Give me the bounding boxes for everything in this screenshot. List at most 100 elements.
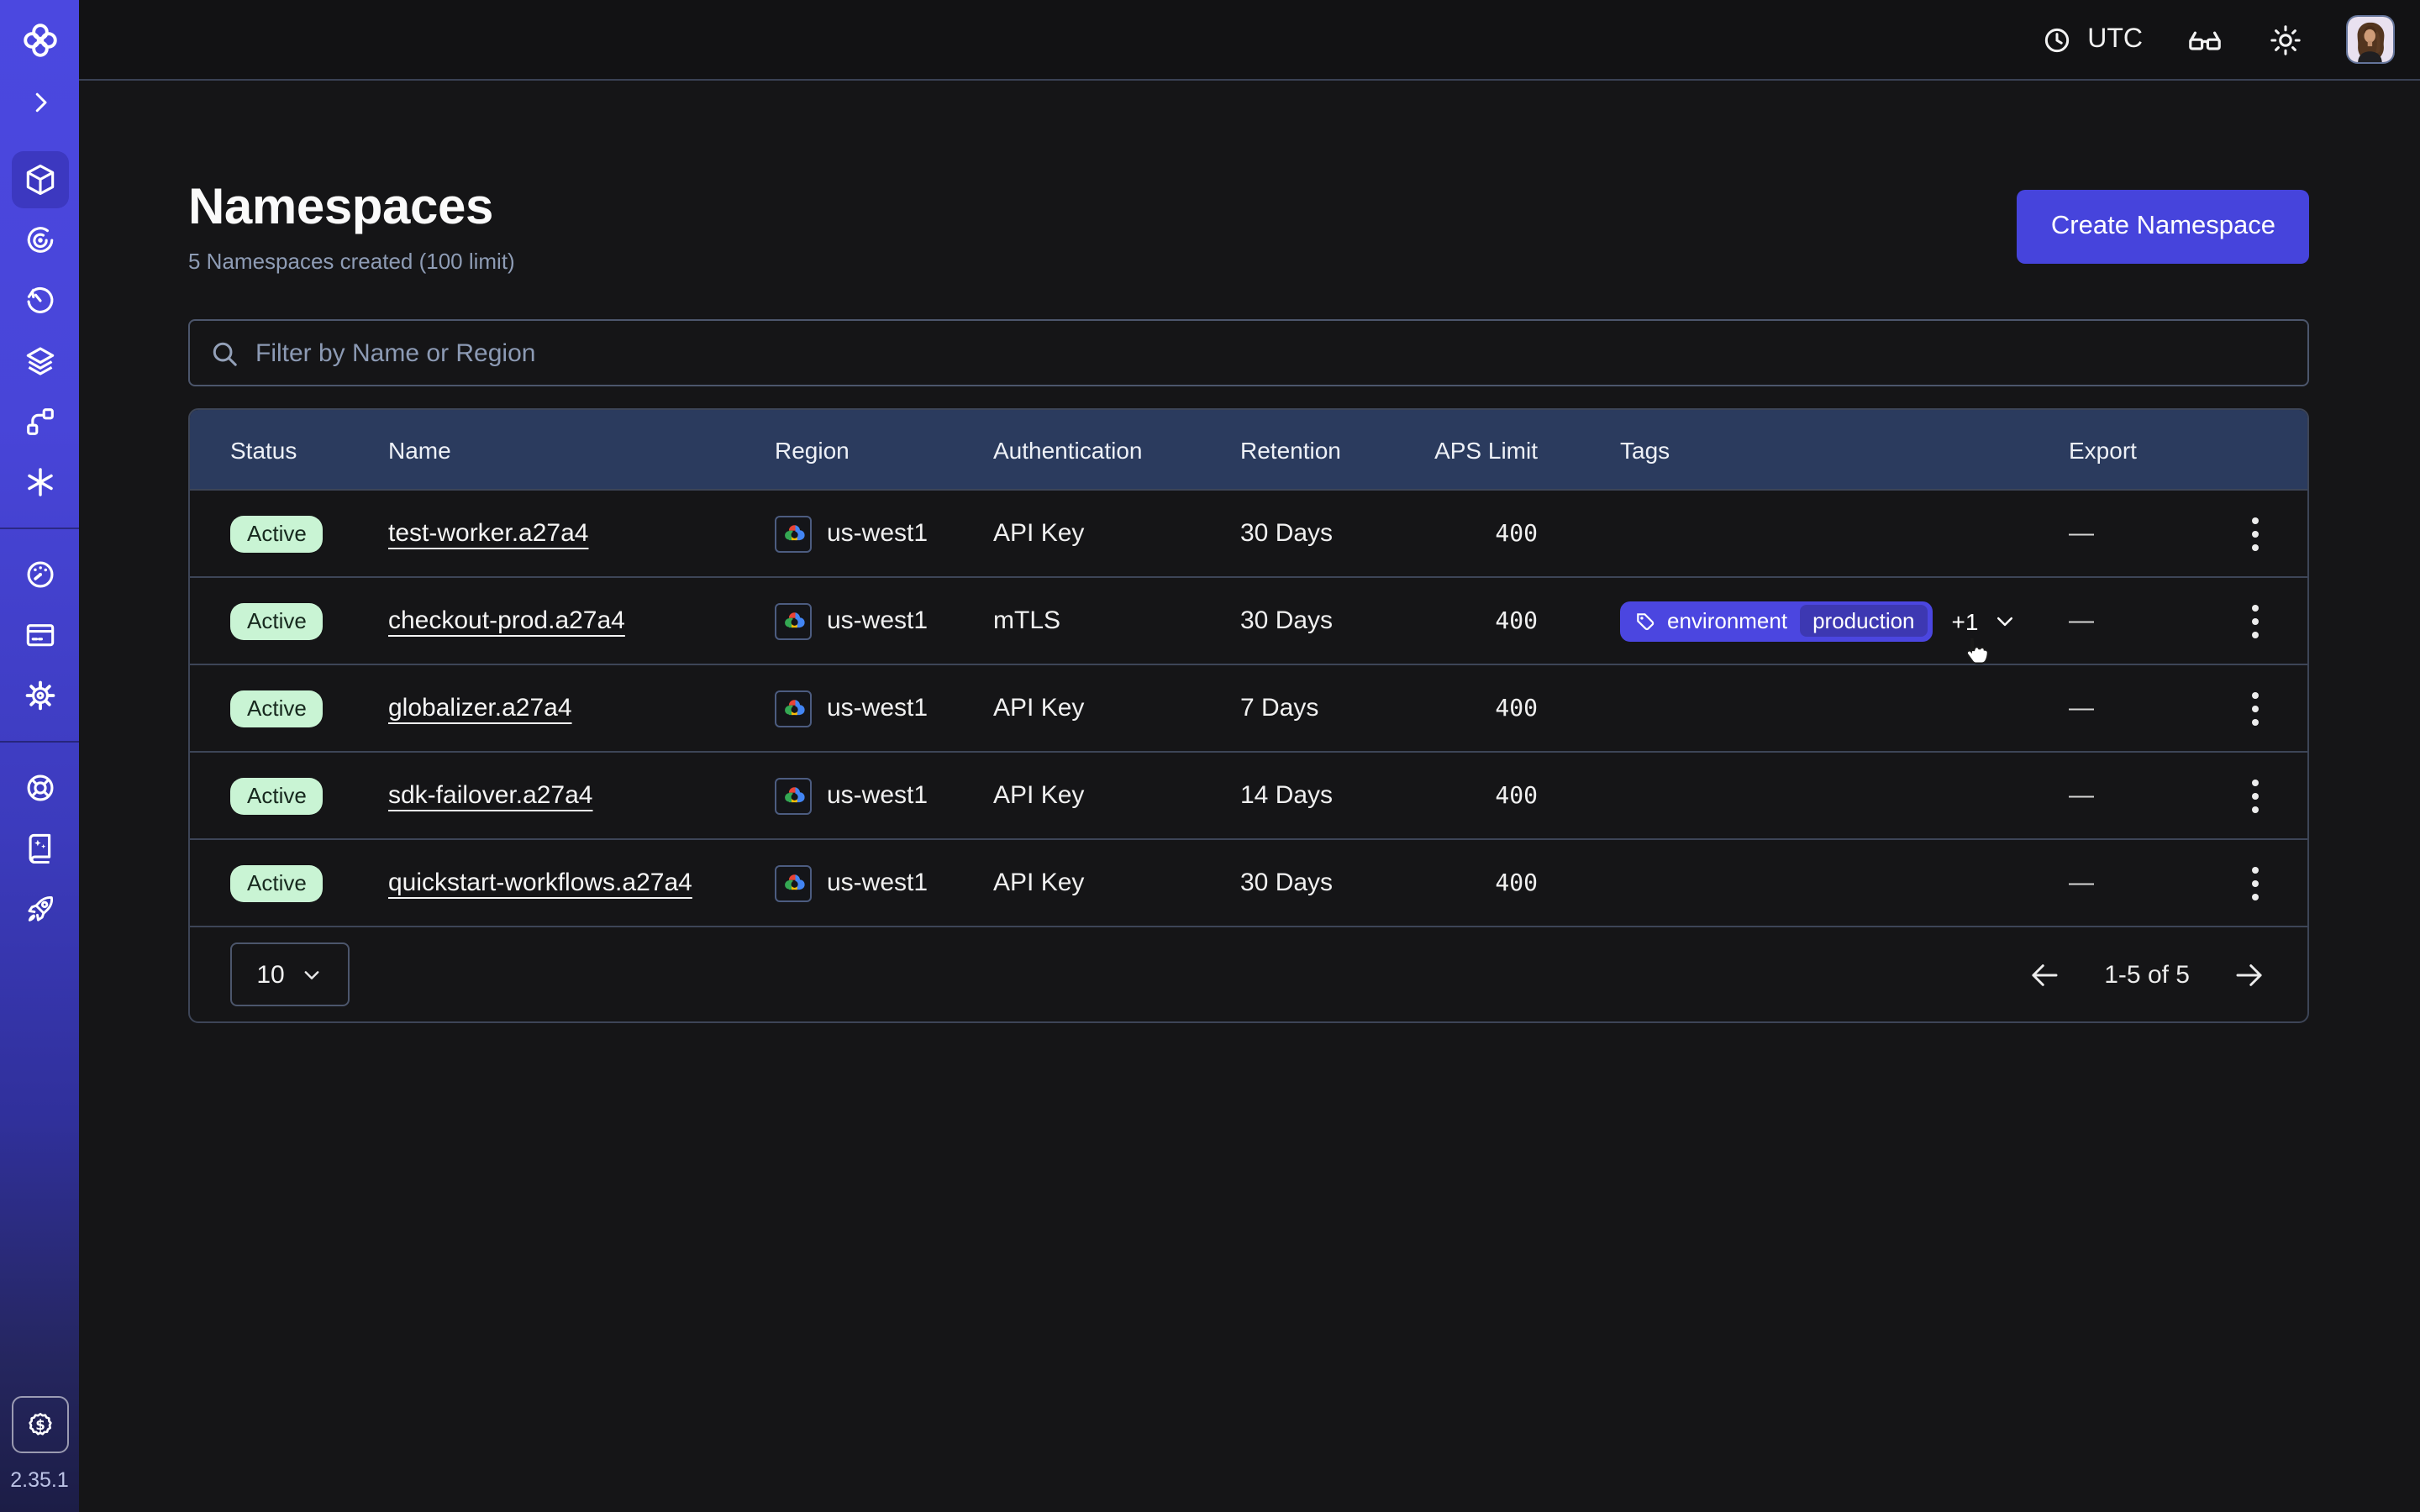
aps-limit-cell: 400 bbox=[1495, 869, 1538, 896]
row-menu-button[interactable] bbox=[2245, 597, 2265, 644]
sidebar-item-settings[interactable] bbox=[11, 667, 68, 724]
sidebar-item-namespaces[interactable] bbox=[11, 151, 68, 208]
tag-value: production bbox=[1799, 605, 1928, 637]
search-icon bbox=[213, 341, 237, 365]
col-header-authentication: Authentication bbox=[993, 436, 1143, 463]
gauge-icon bbox=[26, 561, 53, 588]
namespace-link[interactable]: test-worker.a27a4 bbox=[388, 519, 589, 548]
main-content: Namespaces 5 Namespaces created (100 lim… bbox=[79, 81, 2420, 1512]
sidebar: $ 2.35.1 bbox=[0, 0, 79, 1512]
status-badge: Active bbox=[230, 515, 324, 552]
table-footer: 10 1-5 of 5 bbox=[190, 926, 2307, 1021]
temporal-logo-icon[interactable] bbox=[11, 13, 68, 67]
plan-billing-button[interactable]: $ bbox=[11, 1396, 68, 1453]
aps-limit-cell: 400 bbox=[1495, 607, 1538, 634]
tags-expand-button[interactable] bbox=[1993, 609, 2017, 633]
sidebar-divider bbox=[0, 741, 79, 743]
retention-cell: 30 Days bbox=[1240, 606, 1334, 635]
billing-card-icon bbox=[25, 624, 54, 647]
export-cell: — bbox=[2069, 606, 2094, 635]
sidebar-item-usage[interactable] bbox=[11, 546, 68, 603]
aps-limit-cell: 400 bbox=[1495, 782, 1538, 809]
auth-cell: API Key bbox=[993, 694, 1085, 722]
sidebar-item-getting-started[interactable] bbox=[11, 880, 68, 937]
svg-text:$: $ bbox=[34, 1417, 45, 1433]
sidebar-item-schedules[interactable] bbox=[11, 272, 68, 329]
topbar: UTC bbox=[79, 0, 2420, 81]
sidebar-expand-button[interactable] bbox=[11, 81, 68, 124]
timezone-button[interactable]: UTC bbox=[2040, 23, 2143, 56]
auth-cell: API Key bbox=[993, 869, 1085, 897]
theme-toggle-button[interactable] bbox=[2267, 21, 2304, 58]
row-menu-button[interactable] bbox=[2245, 772, 2265, 819]
glasses-icon bbox=[2189, 30, 2221, 50]
arrow-left-icon bbox=[2032, 963, 2058, 985]
row-menu-button[interactable] bbox=[2245, 510, 2265, 557]
table-row: Active test-worker.a27a4 us-west1 API Ke… bbox=[190, 489, 2307, 576]
chevron-down-icon bbox=[1997, 616, 2013, 626]
layers-icon bbox=[25, 347, 54, 375]
mouse-cursor bbox=[1958, 633, 1995, 679]
arrow-right-icon bbox=[2236, 963, 2262, 985]
sidebar-item-billing[interactable] bbox=[11, 606, 68, 664]
aps-limit-cell: 400 bbox=[1495, 695, 1538, 722]
user-avatar[interactable] bbox=[2346, 15, 2395, 64]
row-menu-button[interactable] bbox=[2245, 859, 2265, 906]
page-size-select[interactable]: 10 bbox=[230, 942, 350, 1006]
clock-icon bbox=[2045, 27, 2070, 52]
avatar-image bbox=[2348, 17, 2393, 62]
aps-limit-cell: 400 bbox=[1495, 520, 1538, 547]
region-label: us-west1 bbox=[827, 781, 929, 810]
sidebar-item-nexus[interactable] bbox=[11, 454, 68, 511]
namespace-link[interactable]: globalizer.a27a4 bbox=[388, 694, 572, 722]
workflows-spiral-icon bbox=[26, 227, 53, 253]
sidebar-divider bbox=[0, 528, 79, 529]
col-header-aps-limit: APS Limit bbox=[1434, 436, 1538, 463]
retention-cell: 30 Days bbox=[1240, 869, 1334, 897]
namespace-link[interactable]: checkout-prod.a27a4 bbox=[388, 606, 625, 635]
table-row: Active globalizer.a27a4 us-west1 API Key… bbox=[190, 664, 2307, 751]
status-badge: Active bbox=[230, 777, 324, 814]
gcp-cloud-icon bbox=[775, 690, 812, 727]
col-header-region: Region bbox=[775, 436, 850, 463]
sidebar-item-batch-operations[interactable] bbox=[11, 333, 68, 390]
sidebar-item-deployments[interactable] bbox=[11, 393, 68, 450]
asterisk-icon bbox=[27, 468, 52, 496]
col-header-tags: Tags bbox=[1620, 436, 1670, 463]
sidebar-item-docs[interactable] bbox=[11, 820, 68, 877]
gear-icon bbox=[24, 680, 55, 711]
status-badge: Active bbox=[230, 602, 324, 639]
namespaces-table: Status Name Region Authentication Retent… bbox=[188, 408, 2309, 1023]
status-badge: Active bbox=[230, 864, 324, 901]
filter-search-input[interactable] bbox=[255, 339, 2287, 367]
next-page-button[interactable] bbox=[2232, 957, 2267, 992]
col-header-status: Status bbox=[230, 436, 297, 463]
sidebar-item-workflows[interactable] bbox=[11, 212, 68, 269]
col-header-retention: Retention bbox=[1240, 436, 1341, 463]
namespace-link[interactable]: quickstart-workflows.a27a4 bbox=[388, 869, 692, 897]
chevron-down-icon bbox=[305, 970, 320, 979]
row-menu-button[interactable] bbox=[2245, 685, 2265, 732]
filter-search-container bbox=[188, 319, 2309, 386]
region-label: us-west1 bbox=[827, 519, 929, 548]
page-title: Namespaces bbox=[188, 180, 493, 235]
prev-page-button[interactable] bbox=[2027, 957, 2062, 992]
pagination-range: 1-5 of 5 bbox=[2104, 960, 2190, 989]
cube-icon bbox=[25, 164, 54, 196]
sidebar-item-support[interactable] bbox=[11, 759, 68, 816]
table-header-row: Status Name Region Authentication Retent… bbox=[190, 410, 2307, 489]
export-cell: — bbox=[2069, 519, 2094, 548]
tags-cell: environment production +1 bbox=[1538, 601, 2069, 641]
tag-pill[interactable]: environment production bbox=[1620, 601, 1933, 641]
auth-cell: mTLS bbox=[993, 606, 1061, 635]
region-label: us-west1 bbox=[827, 869, 929, 897]
tag-key: environment bbox=[1667, 608, 1788, 633]
labs-toggle-button[interactable] bbox=[2185, 19, 2225, 60]
create-namespace-button[interactable]: Create Namespace bbox=[2017, 190, 2309, 264]
namespace-link[interactable]: sdk-failover.a27a4 bbox=[388, 781, 593, 810]
table-row: Active quickstart-workflows.a27a4 us-wes… bbox=[190, 838, 2307, 926]
table-row: Active checkout-prod.a27a4 us-west1 mTLS… bbox=[190, 576, 2307, 664]
namespace-count-subtitle: 5 Namespaces created (100 limit) bbox=[188, 249, 515, 274]
col-header-export: Export bbox=[2069, 436, 2137, 463]
